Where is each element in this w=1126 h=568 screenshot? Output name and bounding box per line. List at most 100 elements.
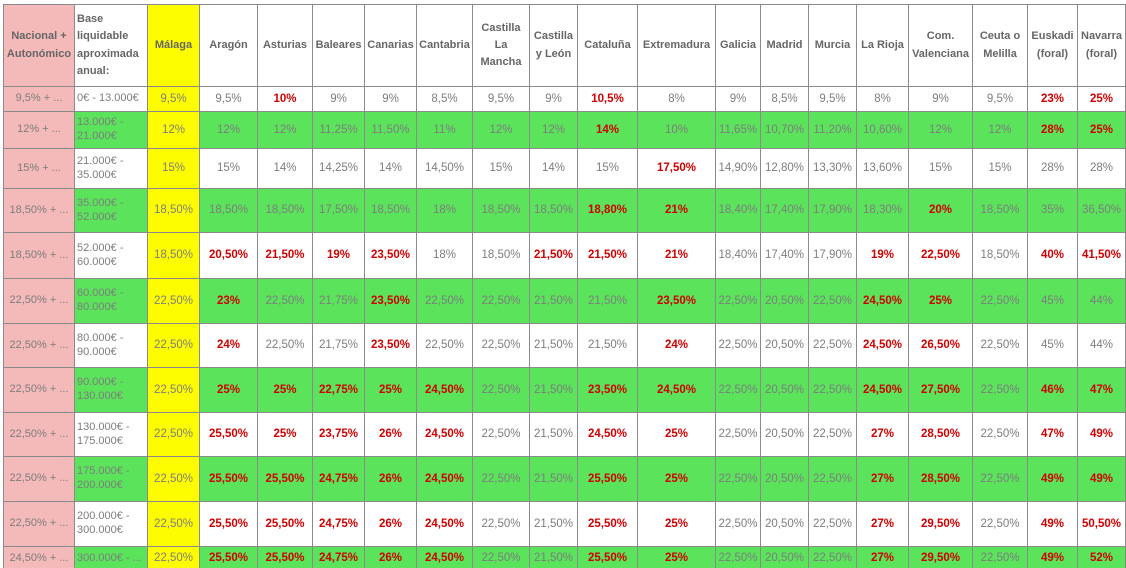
table-row: 22,50% + ... 80.000€ - 90.000€ 22,50% 24% 22… bbox=[3, 323, 1126, 368]
rate-cell: 14% bbox=[257, 148, 313, 189]
table-row: 22,50% + ... 130.000€ - 175.000€ 22,50% 25,… bbox=[3, 412, 1126, 457]
rate-cell: 25% bbox=[637, 456, 716, 502]
rate-cell: 25% bbox=[257, 412, 313, 457]
rate-cell: 18,30% bbox=[856, 188, 909, 233]
rate-cell: 25% bbox=[199, 367, 258, 413]
rate-cell: 49% bbox=[1027, 546, 1078, 568]
rate-cell: 26,50% bbox=[908, 323, 973, 368]
base-range-cell: 90.000€ - 130.000€ bbox=[74, 367, 148, 413]
rate-cell: 24,50% bbox=[416, 456, 473, 502]
rate-cell: 23% bbox=[1027, 86, 1078, 112]
rate-cell: 23,50% bbox=[364, 323, 417, 368]
national-rate-cell: 12% + ... bbox=[3, 111, 75, 149]
rate-cell: 22,50% bbox=[972, 456, 1028, 502]
rate-cell: 24,50% bbox=[856, 278, 909, 324]
rate-cell: 44% bbox=[1077, 323, 1126, 368]
rate-cell: 24,50% bbox=[856, 323, 909, 368]
rate-cell: 11,25% bbox=[312, 111, 365, 149]
rate-cell: 19% bbox=[856, 232, 909, 279]
rate-cell: 25% bbox=[364, 367, 417, 413]
rate-cell: 8% bbox=[856, 86, 909, 112]
rate-cell: 22,50% bbox=[808, 278, 857, 324]
region-header-arag-n: Aragón bbox=[199, 4, 258, 87]
rate-cell: 22,50% bbox=[472, 456, 530, 502]
rate-cell: 22,50% bbox=[147, 278, 200, 324]
national-rate-cell: 24,50% + ... bbox=[3, 546, 75, 568]
rate-cell: 12% bbox=[257, 111, 313, 149]
rate-cell: 21,75% bbox=[312, 323, 365, 368]
rate-cell: 22,50% bbox=[472, 546, 530, 568]
rate-cell: 12% bbox=[472, 111, 530, 149]
rate-cell: 9% bbox=[908, 86, 973, 112]
rate-cell: 15% bbox=[908, 148, 973, 189]
region-header-la-rioja: La Rioja bbox=[856, 4, 909, 87]
rate-cell: 21,50% bbox=[529, 323, 578, 368]
base-column-header: Base liquidable aproximada anual: bbox=[74, 4, 148, 87]
rate-cell: 14% bbox=[529, 148, 578, 189]
rate-cell: 22,50% bbox=[972, 546, 1028, 568]
rate-cell: 23,75% bbox=[312, 412, 365, 457]
rate-cell: 20,50% bbox=[760, 501, 809, 547]
table-row: 22,50% + ... 90.000€ - 130.000€ 22,50% 25% 2… bbox=[3, 367, 1126, 413]
rate-cell: 22,50% bbox=[972, 412, 1028, 457]
rate-cell: 36,50% bbox=[1077, 188, 1126, 233]
rate-cell: 18% bbox=[416, 232, 473, 279]
region-header-catalu-a: Cataluña bbox=[577, 4, 638, 87]
rate-cell: 18,50% bbox=[972, 232, 1028, 279]
rate-cell: 25% bbox=[908, 278, 973, 324]
rate-cell: 50,50% bbox=[1077, 501, 1126, 547]
rate-cell: 25,50% bbox=[577, 456, 638, 502]
rate-cell: 22,50% bbox=[257, 278, 313, 324]
rate-cell: 14% bbox=[364, 148, 417, 189]
rate-cell: 45% bbox=[1027, 278, 1078, 324]
rate-cell: 22,50% bbox=[715, 546, 761, 568]
region-header-m-laga: Málaga bbox=[147, 4, 200, 87]
rate-cell: 24,75% bbox=[312, 501, 365, 547]
rate-cell: 22,50% bbox=[808, 323, 857, 368]
rate-cell: 24,50% bbox=[637, 367, 716, 413]
rate-cell: 24,50% bbox=[416, 412, 473, 457]
rate-cell: 17,50% bbox=[312, 188, 365, 233]
rate-cell: 27% bbox=[856, 456, 909, 502]
table-row: 12% + ... 13.000€ - 21.000€ 12% 12% 12% 11,25… bbox=[3, 111, 1126, 149]
rate-cell: 20,50% bbox=[760, 546, 809, 568]
table-row: 9,5% + ... 0€ - 13.000€ 9,5% 9,5% 10% 9% 9% 8,5… bbox=[3, 86, 1126, 112]
rate-cell: 12% bbox=[529, 111, 578, 149]
rate-cell: 49% bbox=[1077, 412, 1126, 457]
rate-cell: 29,50% bbox=[908, 501, 973, 547]
rate-cell: 22,50% bbox=[972, 501, 1028, 547]
rate-cell: 18,50% bbox=[147, 232, 200, 279]
national-rate-cell: 22,50% + ... bbox=[3, 323, 75, 368]
rate-cell: 20,50% bbox=[760, 412, 809, 457]
region-header-extremadura: Extremadura bbox=[637, 4, 716, 87]
region-header-castilla-y-le-n: Castilla y León bbox=[529, 4, 578, 87]
rate-cell: 25% bbox=[637, 412, 716, 457]
rate-cell: 44% bbox=[1077, 278, 1126, 324]
rate-cell: 14% bbox=[577, 111, 638, 149]
rate-cell: 15% bbox=[147, 148, 200, 189]
rate-cell: 22,50% bbox=[715, 367, 761, 413]
base-range-cell: 0€ - 13.000€ bbox=[74, 86, 148, 112]
rate-cell: 21,50% bbox=[257, 232, 313, 279]
rate-cell: 26% bbox=[364, 456, 417, 502]
rate-cell: 49% bbox=[1077, 456, 1126, 502]
rate-cell: 25,50% bbox=[199, 456, 258, 502]
rate-cell: 18,40% bbox=[715, 188, 761, 233]
table-row: 22,50% + ... 200.000€ - 300.000€ 22,50% 25,… bbox=[3, 501, 1126, 547]
rate-cell: 22,50% bbox=[147, 367, 200, 413]
rate-cell: 23,50% bbox=[364, 232, 417, 279]
rate-cell: 21,50% bbox=[529, 456, 578, 502]
rate-cell: 11,50% bbox=[364, 111, 417, 149]
rate-cell: 18% bbox=[416, 188, 473, 233]
rate-cell: 25,50% bbox=[577, 546, 638, 568]
rate-cell: 22,50% bbox=[908, 232, 973, 279]
region-header-asturias: Asturias bbox=[257, 4, 313, 87]
rate-cell: 9,5% bbox=[808, 86, 857, 112]
rate-cell: 17,90% bbox=[808, 188, 857, 233]
region-header-ceuta-o-melilla: Ceuta o Melilla bbox=[972, 4, 1028, 87]
rate-cell: 25,50% bbox=[199, 412, 258, 457]
rate-cell: 25% bbox=[637, 501, 716, 547]
national-rate-cell: 22,50% + ... bbox=[3, 456, 75, 502]
rate-cell: 18,50% bbox=[529, 188, 578, 233]
rate-cell: 10,60% bbox=[856, 111, 909, 149]
